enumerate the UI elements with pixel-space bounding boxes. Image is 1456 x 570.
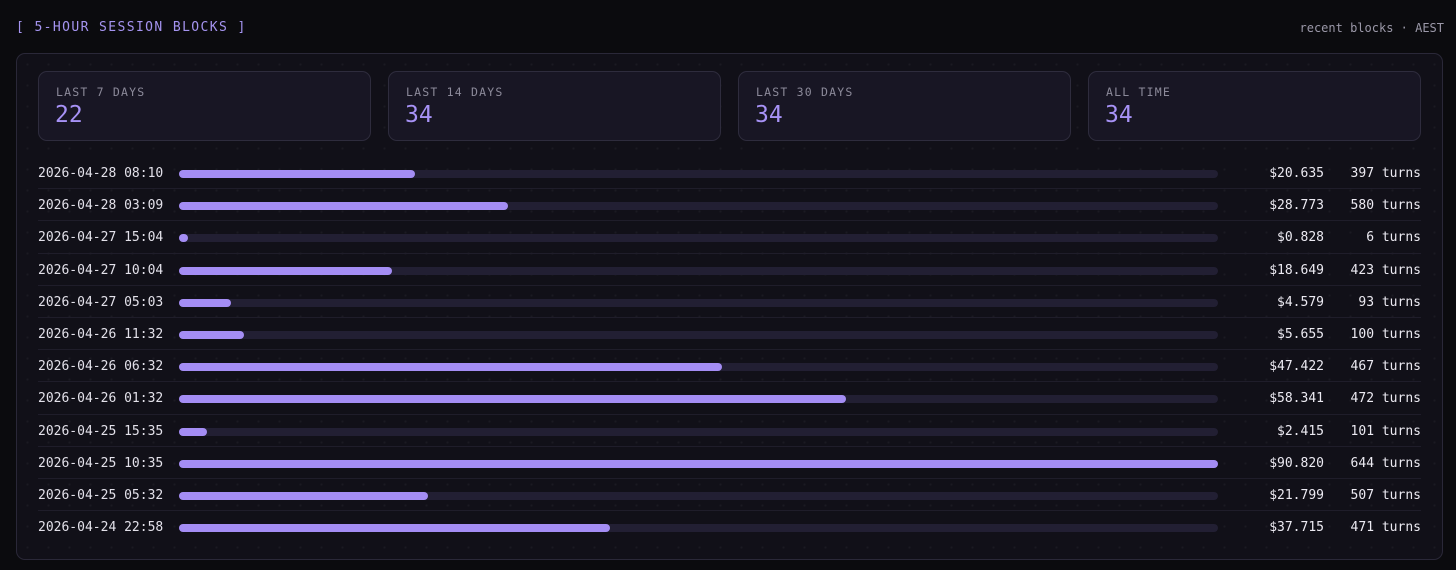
block-cost: $4.579	[1277, 294, 1324, 310]
block-start-time: 2026-04-27 10:04	[38, 262, 164, 278]
cost-bar-fill	[179, 524, 611, 533]
stat-value: 22	[55, 102, 83, 128]
block-turns: 472 turns	[1350, 391, 1421, 407]
session-block-row: 2026-04-25 15:35 $2.415 101 turns	[38, 415, 1421, 447]
cost-bar-fill	[179, 266, 393, 275]
block-start-time: 2026-04-25 15:35	[38, 423, 164, 439]
block-start-time: 2026-04-27 05:03	[38, 294, 164, 310]
cost-bar-fill	[179, 234, 189, 243]
cost-bar-track	[179, 395, 1218, 404]
block-cost: $47.422	[1269, 359, 1324, 375]
session-block-row: 2026-04-26 11:32 $5.655 100 turns	[38, 318, 1421, 351]
stat-card-last-7-days: LAST 7 DAYS 22	[38, 71, 371, 141]
block-turns: 101 turns	[1350, 423, 1421, 439]
block-turns: 507 turns	[1350, 487, 1421, 503]
cost-bar-fill	[179, 427, 207, 436]
cost-bar-track	[179, 427, 1218, 436]
section-header: [ 5-HOUR SESSION BLOCKS ] recent blocks …	[16, 20, 1444, 40]
stat-label: LAST 14 DAYS	[406, 85, 504, 99]
session-block-row: 2026-04-25 05:32 $21.799 507 turns	[38, 479, 1421, 512]
stats-row: LAST 7 DAYS 22 LAST 14 DAYS 34 LAST 30 D…	[38, 71, 1421, 141]
block-cost: $20.635	[1269, 166, 1324, 181]
block-turns: 580 turns	[1350, 198, 1421, 214]
block-cost: $5.655	[1277, 326, 1324, 342]
block-turns: 93 turns	[1358, 294, 1421, 310]
cost-bar-fill	[179, 491, 429, 500]
cost-bar-fill	[179, 363, 722, 372]
block-cost: $90.820	[1269, 455, 1324, 471]
cost-bar-fill	[179, 395, 847, 404]
cost-bar-fill	[179, 298, 232, 307]
block-turns: 397 turns	[1350, 166, 1421, 181]
block-start-time: 2026-04-27 15:04	[38, 230, 164, 246]
cost-bar-fill	[179, 202, 509, 211]
header-meta: recent blocks · AEST	[1299, 21, 1445, 35]
block-turns: 423 turns	[1350, 262, 1421, 278]
block-cost: $37.715	[1269, 520, 1324, 536]
stat-label: LAST 7 DAYS	[56, 85, 146, 99]
session-block-row: 2026-04-25 10:35 $90.820 644 turns	[38, 447, 1421, 479]
block-start-time: 2026-04-25 05:32	[38, 487, 164, 503]
cost-bar-track	[179, 202, 1218, 211]
session-block-row: 2026-04-27 10:04 $18.649 423 turns	[38, 254, 1421, 286]
cost-bar-track	[179, 459, 1218, 468]
block-cost: $18.649	[1269, 262, 1324, 278]
cost-bar-track	[179, 234, 1218, 243]
block-cost: $21.799	[1269, 487, 1324, 503]
cost-bar-track	[179, 330, 1218, 339]
stat-value: 34	[1105, 102, 1133, 128]
stat-label: LAST 30 DAYS	[756, 85, 854, 99]
stat-card-last-30-days: LAST 30 DAYS 34	[738, 71, 1071, 141]
block-cost: $28.773	[1269, 198, 1324, 214]
cost-bar-track	[179, 266, 1218, 275]
block-turns: 644 turns	[1350, 455, 1421, 471]
session-block-list: 2026-04-28 08:10 $20.635 397 turns 2026-04-…	[38, 157, 1421, 543]
block-cost: $2.415	[1277, 423, 1324, 439]
stat-card-all-time: ALL TIME 34	[1088, 71, 1421, 141]
block-start-time: 2026-04-28 03:09	[38, 198, 164, 214]
block-start-time: 2026-04-24 22:58	[38, 520, 164, 536]
stat-value: 34	[755, 102, 783, 128]
cost-bar-track	[179, 491, 1218, 500]
stat-card-last-14-days: LAST 14 DAYS 34	[388, 71, 721, 141]
session-block-row: 2026-04-27 05:03 $4.579 93 turns	[38, 286, 1421, 318]
cost-bar-fill	[179, 459, 1218, 468]
block-start-time: 2026-04-26 01:32	[38, 391, 164, 407]
session-block-row: 2026-04-26 06:32 $47.422 467 turns	[38, 350, 1421, 383]
session-blocks-panel: LAST 7 DAYS 22 LAST 14 DAYS 34 LAST 30 D…	[16, 53, 1443, 560]
block-cost: $0.828	[1277, 230, 1324, 246]
block-start-time: 2026-04-26 06:32	[38, 359, 164, 375]
block-turns: 471 turns	[1350, 520, 1421, 536]
cost-bar-track	[179, 524, 1218, 533]
cost-bar-track	[179, 170, 1218, 178]
block-start-time: 2026-04-26 11:32	[38, 326, 164, 342]
block-turns: 100 turns	[1350, 326, 1421, 342]
block-start-time: 2026-04-25 10:35	[38, 455, 164, 471]
block-start-time: 2026-04-28 08:10	[38, 166, 164, 181]
section-title: [ 5-HOUR SESSION BLOCKS ]	[16, 20, 247, 35]
cost-bar-fill	[179, 330, 244, 339]
block-cost: $58.341	[1269, 391, 1324, 407]
block-turns: 6 turns	[1366, 230, 1421, 246]
cost-bar-fill	[179, 170, 416, 178]
block-turns: 467 turns	[1350, 359, 1421, 375]
stat-label: ALL TIME	[1106, 85, 1171, 99]
session-block-row: 2026-04-27 15:04 $0.828 6 turns	[38, 221, 1421, 254]
cost-bar-track	[179, 298, 1218, 307]
session-block-row: 2026-04-26 01:32 $58.341 472 turns	[38, 382, 1421, 415]
cost-bar-track	[179, 363, 1218, 372]
session-block-row: 2026-04-24 22:58 $37.715 471 turns	[38, 511, 1421, 543]
session-block-row: 2026-04-28 08:10 $20.635 397 turns	[38, 157, 1421, 190]
stat-value: 34	[405, 102, 433, 128]
session-block-row: 2026-04-28 03:09 $28.773 580 turns	[38, 189, 1421, 222]
